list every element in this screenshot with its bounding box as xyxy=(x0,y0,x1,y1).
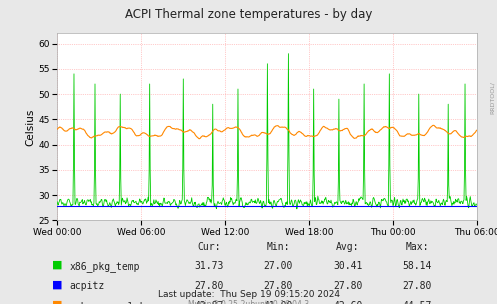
Text: 58.14: 58.14 xyxy=(403,261,432,271)
Text: Last update:  Thu Sep 19 09:15:20 2024: Last update: Thu Sep 19 09:15:20 2024 xyxy=(158,290,339,299)
Text: 27.80: 27.80 xyxy=(263,281,293,291)
Text: 31.73: 31.73 xyxy=(194,261,224,271)
Text: 30.41: 30.41 xyxy=(333,261,363,271)
Text: Avg:: Avg: xyxy=(336,242,360,252)
Y-axis label: Celsius: Celsius xyxy=(25,108,35,146)
Text: acpitz: acpitz xyxy=(70,281,105,291)
Text: x86_pkg_temp: x86_pkg_temp xyxy=(70,261,140,272)
Text: 27.80: 27.80 xyxy=(194,281,224,291)
Text: 42.60: 42.60 xyxy=(333,301,363,304)
Text: Max:: Max: xyxy=(406,242,429,252)
Text: pch_cannonlake: pch_cannonlake xyxy=(70,301,152,304)
Text: 27.80: 27.80 xyxy=(333,281,363,291)
Text: ■: ■ xyxy=(52,299,63,304)
Text: ■: ■ xyxy=(52,260,63,270)
Text: Munin 2.0.25-2ubuntu0.16.04.3: Munin 2.0.25-2ubuntu0.16.04.3 xyxy=(188,300,309,304)
Text: Cur:: Cur: xyxy=(197,242,221,252)
Text: 44.57: 44.57 xyxy=(403,301,432,304)
Text: RRDTOOL/: RRDTOOL/ xyxy=(490,81,495,114)
Text: 27.00: 27.00 xyxy=(263,261,293,271)
Text: ACPI Thermal zone temperatures - by day: ACPI Thermal zone temperatures - by day xyxy=(125,8,372,21)
Text: ■: ■ xyxy=(52,280,63,290)
Text: Min:: Min: xyxy=(266,242,290,252)
Text: 27.80: 27.80 xyxy=(403,281,432,291)
Text: 43.87: 43.87 xyxy=(194,301,224,304)
Text: 41.00: 41.00 xyxy=(263,301,293,304)
